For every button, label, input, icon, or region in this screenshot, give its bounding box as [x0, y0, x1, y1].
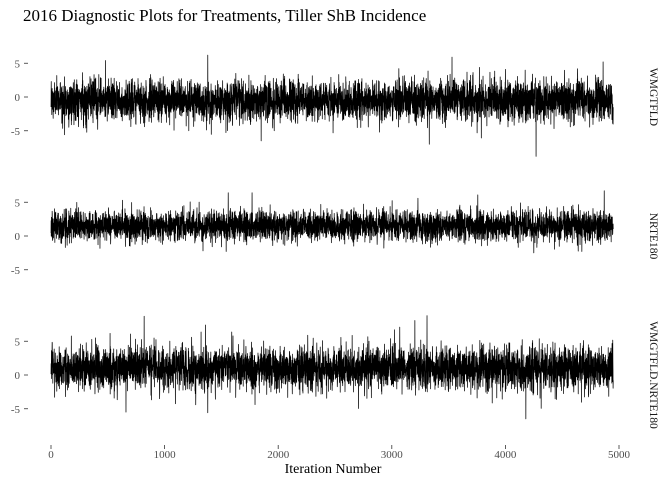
x-tick-label: 3000: [381, 449, 404, 461]
facet-strip-label: WMGTFLD: [647, 68, 659, 126]
panel-wmgtfld: -5 0 5 WMGTFLD: [11, 54, 659, 157]
y-tick-label: 5: [15, 336, 21, 348]
facet-strip-label: WMGTFLD.NRTE180: [647, 321, 659, 429]
x-tick-label: 1000: [154, 449, 177, 461]
y-tick-label: 5: [15, 58, 21, 70]
x-tick-label: 5000: [608, 449, 631, 461]
y-tick-label: -5: [11, 126, 21, 138]
trace-line: [50, 54, 614, 157]
y-tick-label: 0: [15, 370, 21, 382]
x-axis: 0 1000 2000 3000 4000 5000: [48, 445, 631, 461]
y-tick-label: 5: [15, 197, 21, 209]
chart-title: 2016 Diagnostic Plots for Treatments, Ti…: [23, 6, 426, 25]
x-tick-label: 4000: [494, 449, 517, 461]
trace-line: [50, 190, 614, 254]
panel-wmgtfld-nrte180: -5 0 5 WMGTFLD.NRTE180: [11, 315, 659, 429]
y-tick-label: -5: [11, 265, 21, 277]
trace-line: [50, 315, 614, 420]
panel-nrte180: -5 0 5 NRTE180: [11, 190, 659, 277]
y-tick-label: -5: [11, 404, 21, 416]
y-tick-label: 0: [15, 92, 21, 104]
x-tick-label: 0: [48, 449, 54, 461]
y-tick-label: 0: [15, 231, 21, 243]
facet-strip-label: NRTE180: [647, 213, 659, 260]
x-tick-label: 2000: [267, 449, 290, 461]
x-axis-label: Iteration Number: [285, 462, 382, 477]
